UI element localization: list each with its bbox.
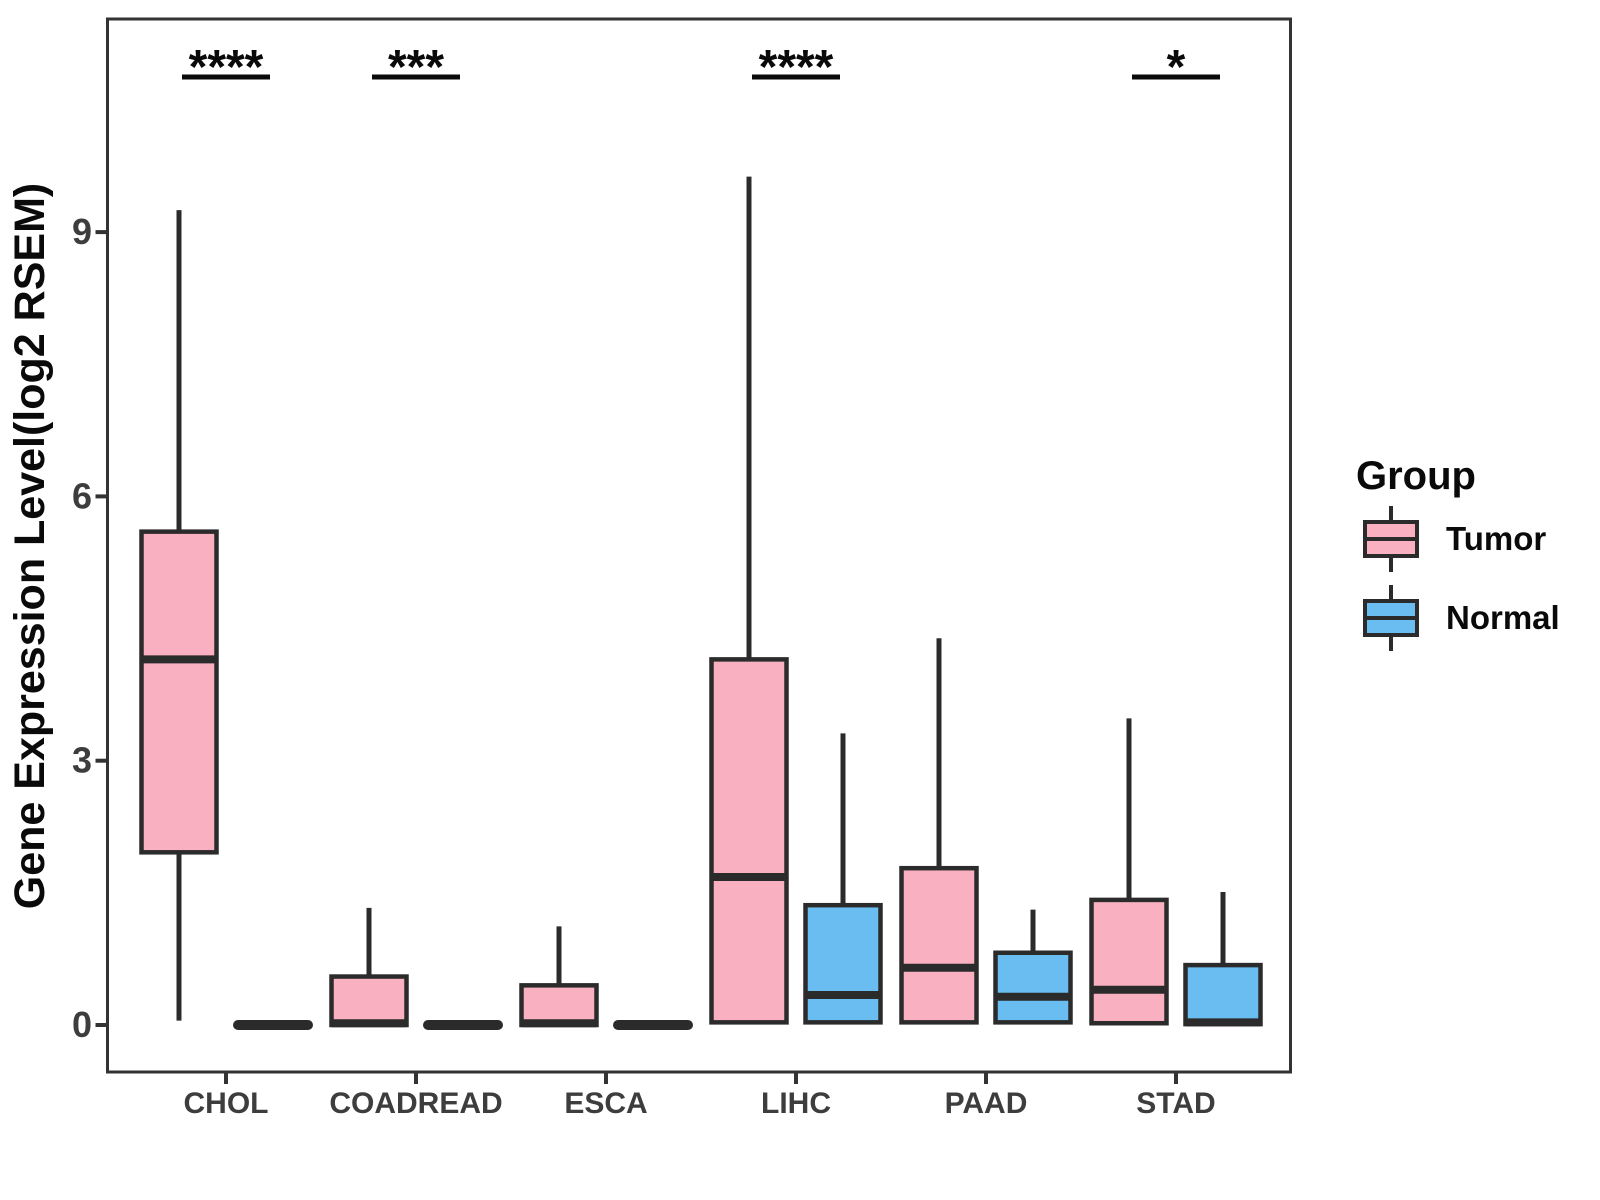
box-stad-normal	[1183, 962, 1263, 1027]
significance-stars-stad: *	[1167, 41, 1186, 94]
x-axis-category-label: LIHC	[761, 1087, 831, 1120]
legend-item-normal: Normal	[1363, 585, 1560, 651]
y-axis-title: Gene Expression Level(log2 RSEM)	[6, 183, 54, 909]
x-axis-category-label: PAAD	[945, 1087, 1028, 1120]
boxplot-glyph-normal-icon	[1363, 585, 1419, 651]
legend: Group Tumor Normal	[1356, 454, 1560, 651]
significance-stars-chol: ****	[189, 41, 264, 94]
box-stad-tumor	[1089, 897, 1169, 1026]
box-chol-tumor	[139, 529, 219, 855]
x-axis-category-label: CHOL	[184, 1087, 269, 1120]
x-axis-category-label: COADREAD	[329, 1087, 502, 1120]
y-axis-tick-label: 3	[72, 740, 92, 781]
box-paad-tumor	[899, 865, 979, 1025]
box-lihc-tumor	[709, 657, 789, 1025]
y-axis-tick-label: 9	[72, 211, 92, 252]
legend-label-normal: Normal	[1446, 599, 1560, 636]
legend-item-tumor: Tumor	[1363, 506, 1546, 572]
x-axis-category-label: ESCA	[564, 1087, 647, 1120]
box-lihc-normal	[803, 902, 883, 1025]
y-axis-tick-label: 6	[72, 475, 92, 516]
boxplot-glyph-tumor-icon	[1363, 506, 1419, 572]
plot-panel-border	[106, 17, 1292, 1074]
significance-stars-coadread: ***	[388, 41, 444, 94]
box-paad-normal	[993, 950, 1073, 1025]
legend-title: Group	[1356, 454, 1476, 498]
box-coadread-tumor	[329, 974, 409, 1028]
box-esca-tumor	[519, 983, 599, 1028]
significance-stars-lihc: ****	[759, 41, 834, 94]
legend-label-tumor: Tumor	[1446, 520, 1546, 557]
y-axis-tick-label: 0	[72, 1004, 92, 1045]
x-axis-category-label: STAD	[1136, 1087, 1215, 1120]
